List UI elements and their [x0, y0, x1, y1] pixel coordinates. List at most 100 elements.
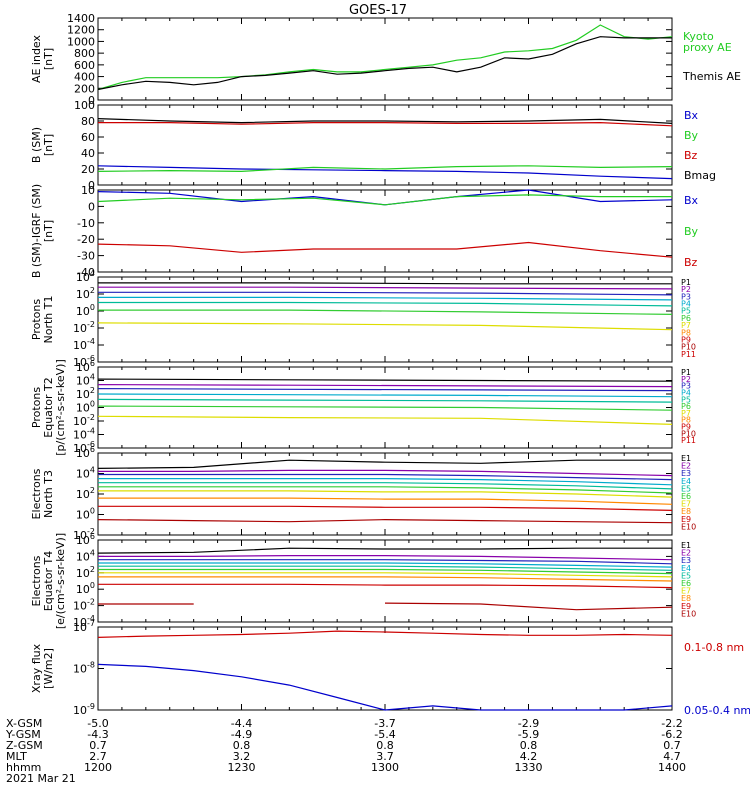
y-axis-label: [nT]	[42, 134, 55, 156]
y-tick-exponent: -7	[87, 619, 95, 628]
legend-p6: P6	[681, 402, 691, 411]
y-tick-label: 10-8	[73, 661, 95, 676]
y-tick-label: 60	[81, 131, 95, 144]
footer-value: -2.2	[661, 717, 682, 730]
y-tick-label: 10-9	[73, 702, 95, 717]
footer-value: 4.2	[520, 750, 538, 763]
series-line-0-05-0-4-nm	[97, 663, 673, 711]
y-tick-label: 400	[74, 71, 95, 84]
legend-e9: E9	[681, 515, 691, 524]
legend-e7: E7	[681, 500, 691, 509]
y-tick-exponent: -8	[87, 661, 95, 670]
legend-e1: E1	[681, 541, 691, 550]
y-tick-label: 10-2	[73, 320, 95, 335]
y-tick-label: 200	[74, 82, 95, 95]
series-line-p3	[98, 291, 673, 296]
footer-value: -5.0	[87, 717, 108, 730]
y-tick-label: 104	[76, 466, 95, 481]
series-line-e5	[98, 565, 673, 571]
series-line-p5	[97, 398, 673, 403]
legend-p9: P9	[681, 335, 691, 344]
series-line-0-1-0-8-nm	[97, 630, 673, 638]
y-tick-label: 102	[76, 286, 95, 301]
footer-value: 0.8	[233, 739, 251, 752]
series-line-e2	[98, 469, 673, 477]
panel-frame	[97, 626, 673, 711]
series-line-by	[97, 165, 673, 173]
series-line-e9	[98, 505, 673, 511]
series-line-e3	[98, 473, 673, 481]
footer-value: 1400	[658, 761, 686, 774]
footer-row-label: Z-GSM	[6, 739, 43, 752]
legend-e3: E3	[681, 469, 691, 478]
y-tick-label: 0	[88, 94, 95, 107]
legend-p6: P6	[681, 314, 691, 323]
legend-kyoto-proxy-ae: proxy AE	[683, 41, 732, 54]
series-line-p7	[97, 415, 673, 425]
y-tick-label: 600	[74, 59, 95, 72]
y-axis-label: North T3	[42, 470, 55, 518]
y-axis-label: Electrons	[30, 555, 43, 606]
y-tick-label: 800	[74, 47, 95, 60]
series-line-themis-ae	[97, 36, 672, 91]
y-axis-label: Equator T2	[42, 377, 55, 437]
y-tick-label: 1000	[67, 35, 95, 48]
legend-e10: E10	[681, 609, 696, 618]
y-tick-exponent: 0	[90, 507, 95, 516]
y-tick-exponent: -2	[87, 413, 95, 422]
y-tick-label: 10-2	[73, 598, 95, 613]
legend-e4: E4	[681, 477, 691, 486]
legend-bx: Bx	[684, 194, 699, 207]
series-line-p2	[98, 286, 673, 290]
series-line-p6	[98, 309, 673, 315]
legend-e2: E2	[681, 549, 691, 558]
y-axis-label: Protons	[30, 299, 43, 340]
y-tick-exponent: 4	[90, 466, 95, 475]
legend-p3: P3	[681, 292, 691, 301]
series-line-bmag	[97, 118, 673, 124]
footer-row-label: MLT	[6, 750, 27, 763]
y-axis-label: B (SM)	[30, 127, 43, 163]
y-tick-exponent: 4	[90, 269, 95, 278]
footer-value: -3.7	[374, 717, 395, 730]
legend-p2: P2	[681, 285, 691, 294]
y-tick-label: 102	[76, 565, 95, 580]
legend-0-05-0-4-nm: 0.05-0.4 nm	[684, 704, 750, 717]
y-tick-exponent: -2	[87, 320, 95, 329]
y-tick-exponent: -2	[87, 527, 95, 536]
y-tick-exponent: -4	[87, 337, 95, 346]
series-line-p4	[97, 393, 673, 398]
legend-p10: P10	[681, 429, 696, 438]
y-tick-label: 106	[76, 445, 95, 460]
footer-value: 3.7	[376, 750, 394, 763]
series-line-e4	[98, 478, 673, 486]
y-tick-label: 10-7	[73, 619, 95, 634]
y-tick-label: 106	[76, 532, 95, 547]
footer-value: -5.9	[518, 728, 539, 741]
footer-value: -6.2	[661, 728, 682, 741]
legend-e8: E8	[681, 594, 691, 603]
y-tick-exponent: 0	[90, 303, 95, 312]
legend-p7: P7	[681, 321, 691, 330]
footer-date: 2021 Mar 21	[6, 772, 76, 785]
footer-value: 4.7	[663, 750, 681, 763]
y-tick-label: -20	[77, 233, 95, 246]
footer-value: 1200	[84, 761, 112, 774]
y-tick-label: 102	[76, 486, 95, 501]
y-tick-label: 104	[76, 269, 95, 284]
legend-bx: Bx	[684, 109, 699, 122]
y-axis-label: B (SM)-IGRF (SM)	[30, 184, 43, 278]
series-line-kyoto-proxy-ae	[97, 24, 673, 91]
y-tick-exponent: 0	[90, 400, 95, 409]
legend-themis-ae: Themis AE	[682, 70, 741, 83]
legend-p1: P1	[681, 368, 691, 377]
footer-row-label: Y-GSM	[5, 728, 41, 741]
series-line-by	[97, 194, 672, 206]
legend-0-1-0-8-nm: 0.1-0.8 nm	[684, 641, 744, 654]
series-line-e4	[98, 562, 673, 568]
legend-p4: P4	[681, 300, 691, 309]
